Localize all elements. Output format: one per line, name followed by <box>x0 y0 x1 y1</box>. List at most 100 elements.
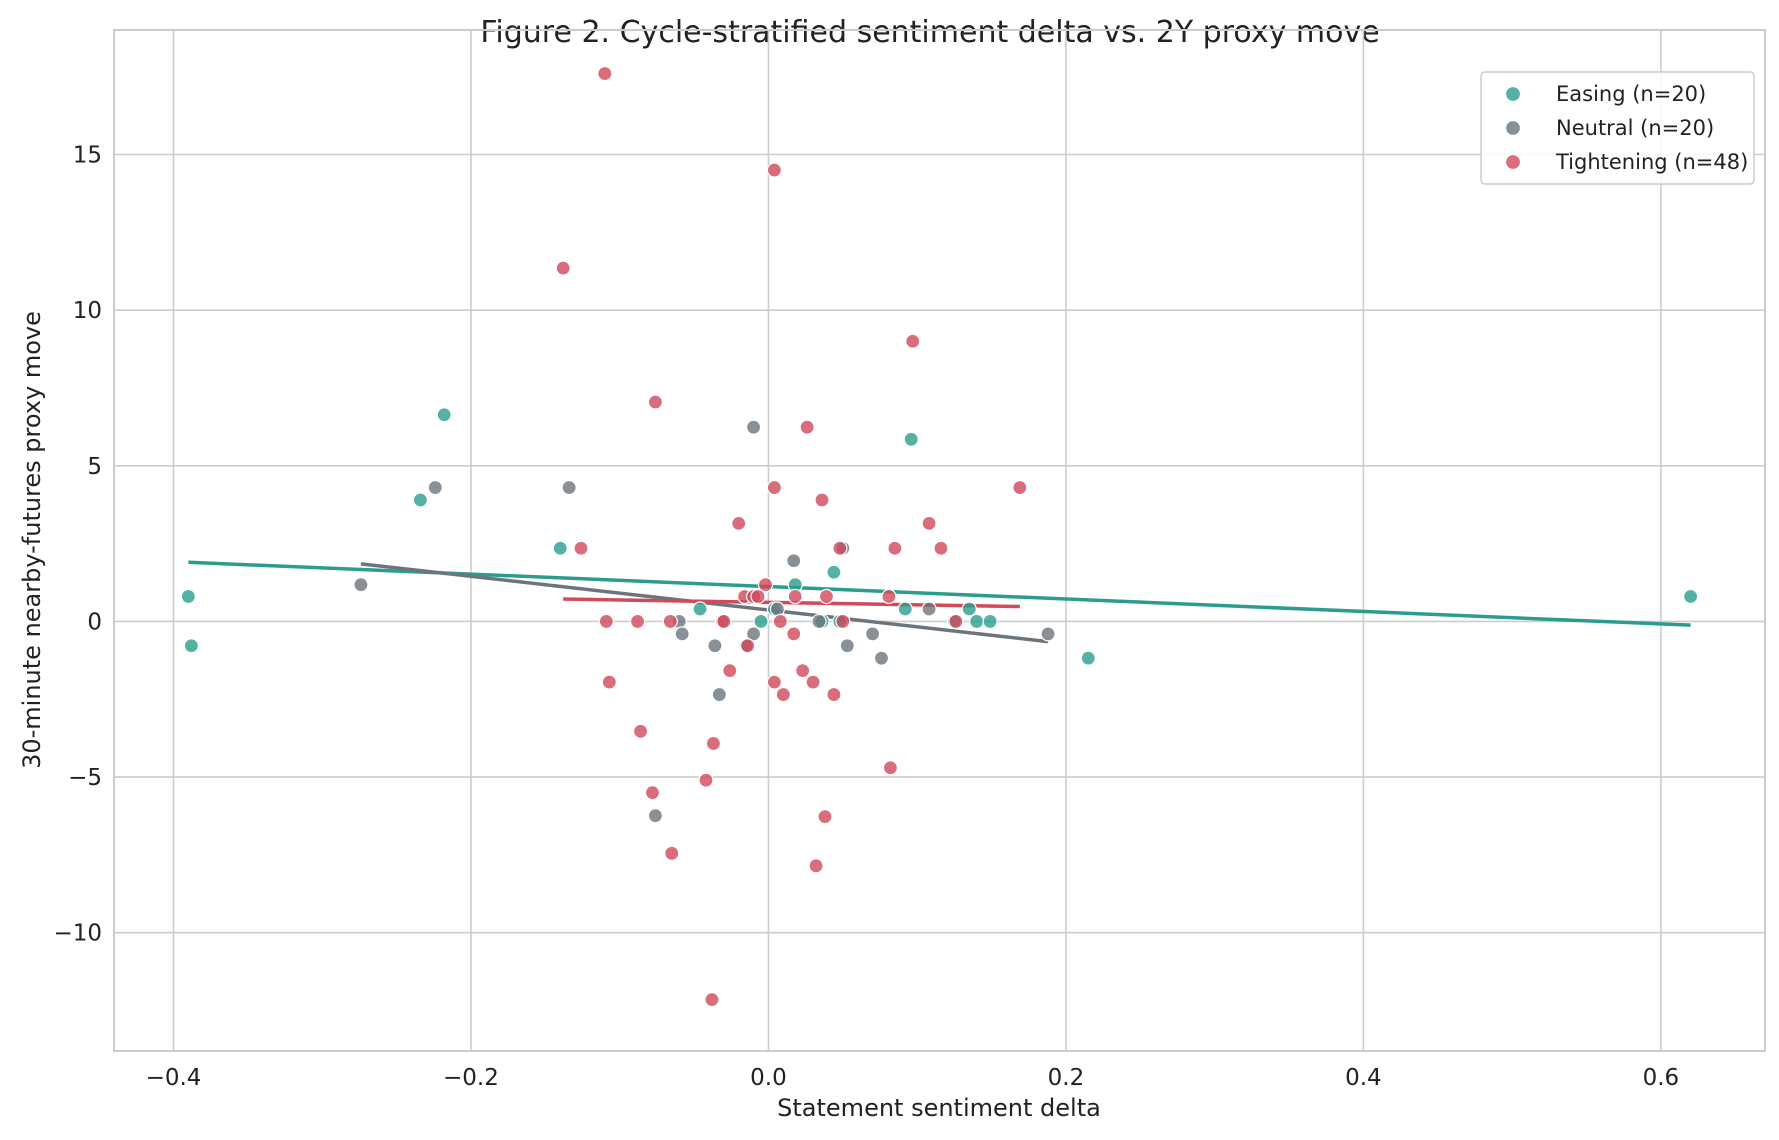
tightening-data-point <box>887 540 903 556</box>
tightening-data-point <box>772 613 788 630</box>
tightening-data-point <box>799 419 815 435</box>
easing-data-point <box>183 638 199 654</box>
tightening-data-point <box>835 613 851 630</box>
tightening-data-point <box>766 162 783 178</box>
tightening-data-point <box>750 588 766 605</box>
easing-data-point <box>436 407 452 423</box>
legend-label-neutral: Neutral (n=20) <box>1556 116 1714 140</box>
tightening-data-point <box>664 845 680 861</box>
neutral-data-point <box>647 808 664 824</box>
tightening-data-point <box>818 588 835 605</box>
tightening-data-point <box>698 772 714 788</box>
x-tick-label: 0.6 <box>1643 1065 1680 1091</box>
tightening-data-point <box>705 735 722 752</box>
tightening-data-point <box>597 65 613 82</box>
tightening-data-point <box>881 588 897 605</box>
tightening-data-point <box>731 515 747 531</box>
neutral-data-point <box>1040 626 1056 642</box>
neutral-data-point <box>427 479 443 496</box>
grid <box>114 30 1765 1051</box>
neutral-data-point <box>561 479 577 496</box>
easing-data-point <box>552 540 568 556</box>
easing-data-point <box>903 431 919 447</box>
tightening-data-point <box>632 723 649 739</box>
easing-data-point <box>982 613 998 630</box>
tightening-data-point <box>740 638 756 654</box>
neutral-data-point <box>873 650 890 666</box>
x-axis-ticks: −0.4 −0.2 0.0 0.2 0.4 0.6 <box>146 1065 1680 1091</box>
neutral-data-point <box>745 626 762 642</box>
plot-frame <box>113 29 1766 1052</box>
x-tick-label: −0.2 <box>443 1065 499 1091</box>
tightening-data-point <box>644 785 661 801</box>
x-tick-label: 0.0 <box>750 1065 787 1091</box>
y-tick-label: −5 <box>68 765 102 791</box>
y-tick-label: 0 <box>87 609 102 635</box>
easing-data-point <box>1683 588 1699 605</box>
neutral-data-point <box>711 686 727 703</box>
tightening-data-point <box>573 540 589 556</box>
legend-marker-tightening <box>1504 153 1522 171</box>
tightening-data-point <box>601 674 617 690</box>
easing-data-point <box>969 613 985 630</box>
easing-data-point <box>826 564 842 580</box>
neutral-data-point <box>811 613 827 630</box>
neutral-data-point <box>921 601 937 617</box>
neutral-data-point <box>353 577 369 593</box>
tightening-data-point <box>716 613 732 630</box>
tightening-data-point <box>817 809 833 825</box>
legend-marker-neutral <box>1504 119 1522 137</box>
x-tick-label: −0.4 <box>146 1065 202 1091</box>
tightening-data-point <box>786 626 802 642</box>
tightening-data-point <box>1012 479 1028 496</box>
y-tick-label: −10 <box>53 921 102 947</box>
legend-box <box>1480 71 1755 185</box>
tightening-data-point <box>704 992 720 1008</box>
tightening-data-point <box>832 540 848 556</box>
legend-marker-easing <box>1504 85 1522 103</box>
y-tick-label: 15 <box>73 143 102 169</box>
tightening-data-point <box>766 674 783 690</box>
legend: Easing (n=20) Neutral (n=20) Tightening (n… <box>1480 71 1755 185</box>
y-axis-ticks: 15 10 5 0 −5 −10 <box>53 143 102 947</box>
tightening-data-point <box>555 260 571 276</box>
tightening-data-point <box>647 394 664 410</box>
tightening-data-point <box>921 515 937 531</box>
x-tick-label: 0.4 <box>1345 1065 1382 1091</box>
tightening-data-point <box>787 588 803 605</box>
tightening-data-point <box>948 613 964 630</box>
tightening-data-point <box>805 674 821 690</box>
easing-data-point <box>692 601 708 617</box>
neutral-data-point <box>745 419 762 435</box>
neutral-data-point <box>674 626 690 642</box>
legend-label-tightening: Tightening (n=48) <box>1555 150 1748 174</box>
tightening-data-point <box>722 663 738 679</box>
data-points <box>180 65 1699 1008</box>
tightening-data-point <box>808 858 824 874</box>
tightening-data-point <box>766 479 783 496</box>
trend-lines <box>188 560 1691 644</box>
tightening-data-point <box>905 333 921 349</box>
easing-data-point <box>1080 650 1096 666</box>
x-tick-label: 0.2 <box>1048 1065 1085 1091</box>
x-axis-label: Statement sentiment delta <box>777 1094 1101 1122</box>
neutral-data-point <box>707 638 723 654</box>
tightening-data-point <box>662 613 678 630</box>
easing-data-point <box>897 601 913 617</box>
easing-data-point <box>753 613 769 630</box>
tightening-data-point <box>826 686 842 703</box>
neutral-data-point <box>786 553 802 569</box>
easing-data-point <box>961 601 977 617</box>
y-tick-label: 10 <box>73 298 102 324</box>
easing-data-point <box>180 588 196 605</box>
legend-label-easing: Easing (n=20) <box>1556 82 1706 106</box>
tightening-data-point <box>933 540 949 556</box>
easing-trend-line <box>188 560 1691 627</box>
neutral-data-point <box>769 601 785 617</box>
tightening-data-point <box>795 663 811 679</box>
easing-data-point <box>412 492 429 508</box>
neutral-data-point <box>839 638 855 654</box>
tightening-data-point <box>629 613 646 630</box>
tightening-data-point <box>598 613 614 630</box>
